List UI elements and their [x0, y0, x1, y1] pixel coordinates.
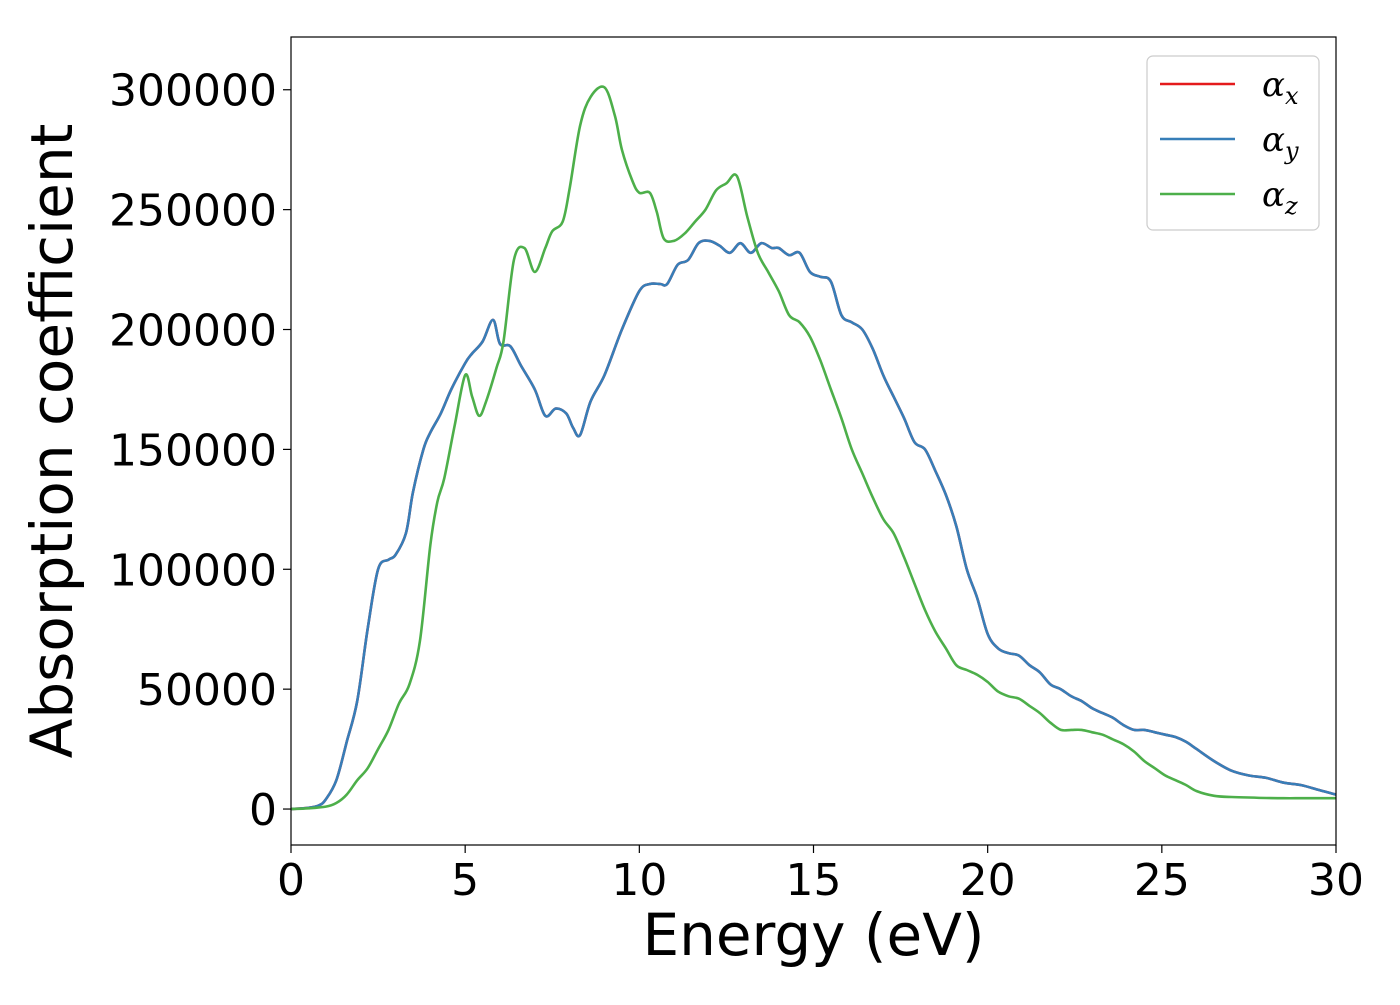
x-tick-label: 15: [786, 855, 842, 906]
x-tick-label: 10: [611, 855, 667, 906]
legend-label-z: αz: [1262, 175, 1298, 220]
y-tick-label: 200000: [109, 306, 277, 357]
x-axis-ticks: 0 5 10 15 20 25 30: [277, 845, 1364, 906]
x-tick-label: 25: [1134, 855, 1190, 906]
series-layer: [290, 85, 1337, 811]
y-tick-label: 100000: [109, 545, 277, 596]
x-tick-label: 5: [451, 855, 479, 906]
series-line-x: [290, 239, 1337, 811]
series-line-z: [290, 85, 1336, 811]
y-tick-label: 250000: [109, 186, 277, 237]
series-line-y: [290, 239, 1337, 811]
x-tick-label: 20: [960, 855, 1016, 906]
y-tick-label: 0: [249, 785, 277, 836]
y-axis-ticks: 0 50000 100000 150000 200000 250000 300000: [109, 66, 291, 836]
y-tick-label: 50000: [137, 665, 277, 716]
x-axis-label: Energy (eV): [642, 901, 984, 969]
legend-box: [1146, 55, 1320, 231]
x-tick-label: 30: [1308, 855, 1364, 906]
y-tick-label: 300000: [109, 66, 277, 117]
y-axis-label: Absorption coefficient: [18, 124, 86, 759]
x-tick-label: 0: [277, 855, 305, 906]
y-tick-label: 150000: [109, 425, 277, 476]
